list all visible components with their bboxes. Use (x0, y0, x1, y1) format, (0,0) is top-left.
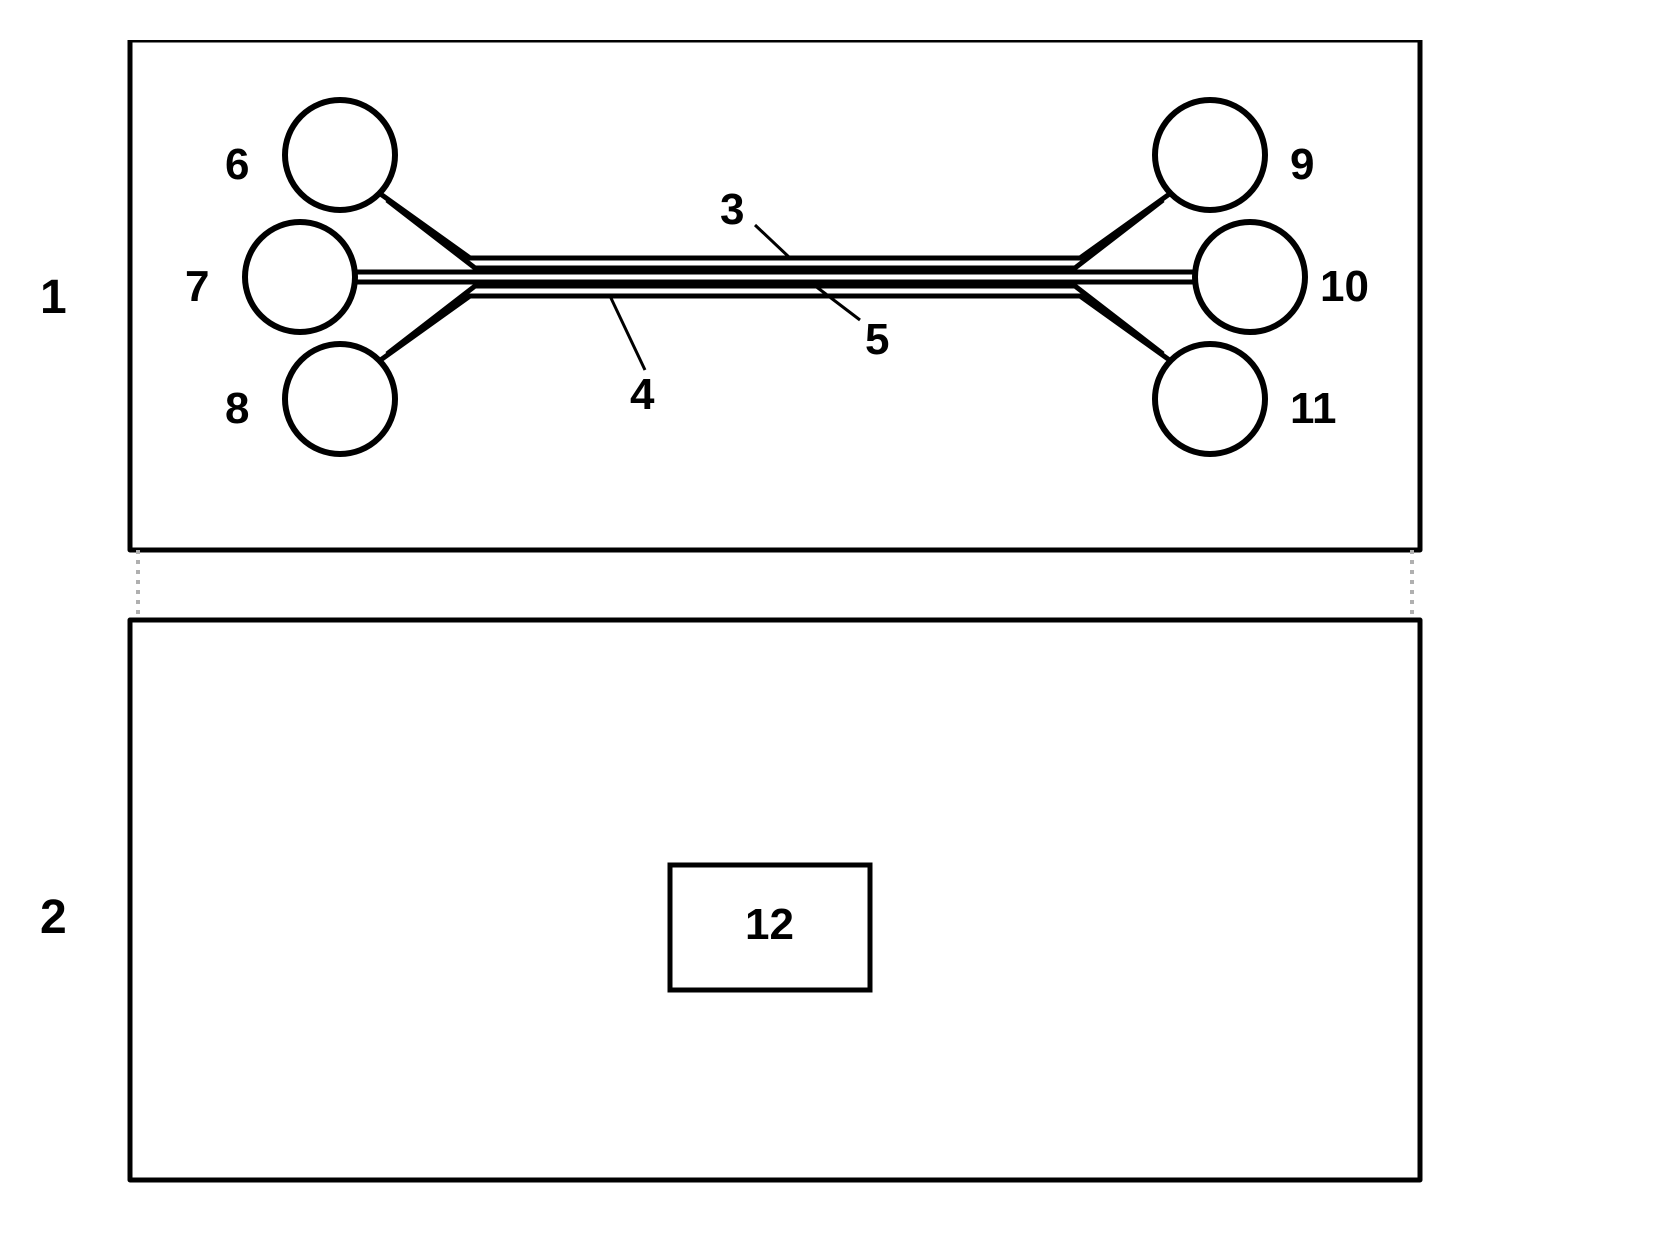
panel-label-2: 2 (40, 890, 67, 945)
diagram-svg (100, 40, 1550, 1240)
diagram-container: 1 2 6 7 8 9 1 (100, 40, 1550, 1220)
label-9: 9 (1290, 140, 1314, 190)
label-4: 4 (630, 370, 654, 420)
circle-9 (1155, 100, 1265, 210)
circle-6 (285, 100, 395, 210)
label-6: 6 (225, 140, 249, 190)
circle-8 (285, 344, 395, 454)
circle-10 (1195, 222, 1305, 332)
panel-label-1: 1 (40, 270, 67, 325)
label-5: 5 (865, 315, 889, 365)
label-7: 7 (185, 262, 209, 312)
circle-7 (245, 222, 355, 332)
label-12: 12 (745, 900, 794, 950)
label-8: 8 (225, 384, 249, 434)
circle-11 (1155, 344, 1265, 454)
label-11: 11 (1290, 384, 1337, 434)
label-10: 10 (1320, 262, 1369, 312)
label-3: 3 (720, 185, 744, 235)
